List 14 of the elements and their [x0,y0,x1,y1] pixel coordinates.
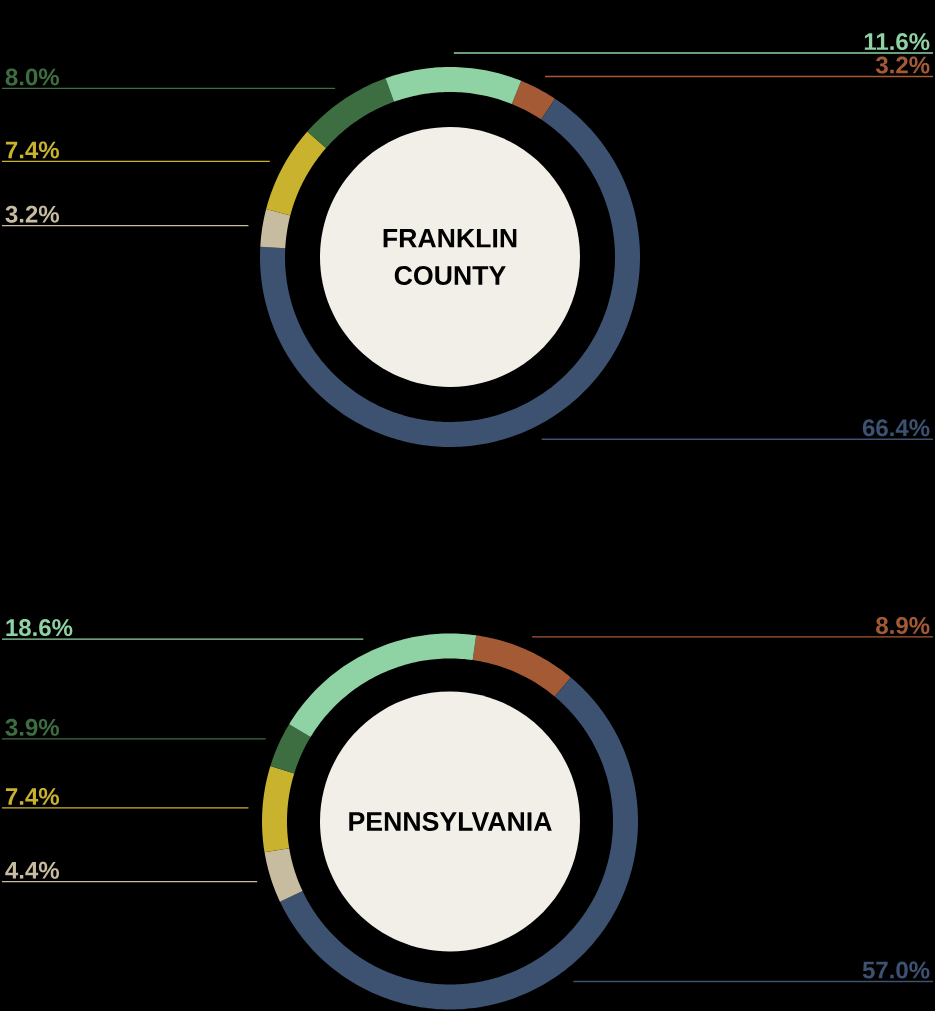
data-label: 4.4% [5,861,59,879]
data-label: 8.9% [876,617,930,635]
data-label: 7.4% [5,141,59,159]
data-label: 18.6% [6,619,73,637]
data-label: 3.9% [5,718,59,736]
text: PENNSYLVANIA [349,812,552,831]
data-label: 57.0% [862,961,930,979]
data-label: 8.0% [5,68,59,86]
data-label: 11.6% [864,33,930,51]
data-label: 7.4% [5,788,59,805]
data-label: 66.4% [862,419,930,437]
text: FRANKLIN COUNTY [383,229,517,285]
data-label: 3.2% [5,205,59,223]
data-label: 3.2% [875,56,930,74]
